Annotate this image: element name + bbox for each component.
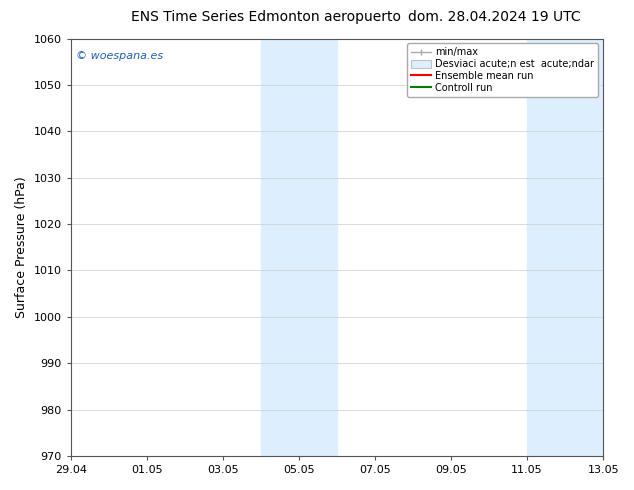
Text: ENS Time Series Edmonton aeropuerto: ENS Time Series Edmonton aeropuerto: [131, 10, 401, 24]
Bar: [527, 39, 603, 456]
Bar: [261, 39, 337, 456]
Text: dom. 28.04.2024 19 UTC: dom. 28.04.2024 19 UTC: [408, 10, 581, 24]
Y-axis label: Surface Pressure (hPa): Surface Pressure (hPa): [15, 176, 28, 318]
Legend: min/max, Desviaci acute;n est  acute;ndar, Ensemble mean run, Controll run: min/max, Desviaci acute;n est acute;ndar…: [407, 44, 598, 97]
Text: © woespana.es: © woespana.es: [76, 51, 163, 61]
